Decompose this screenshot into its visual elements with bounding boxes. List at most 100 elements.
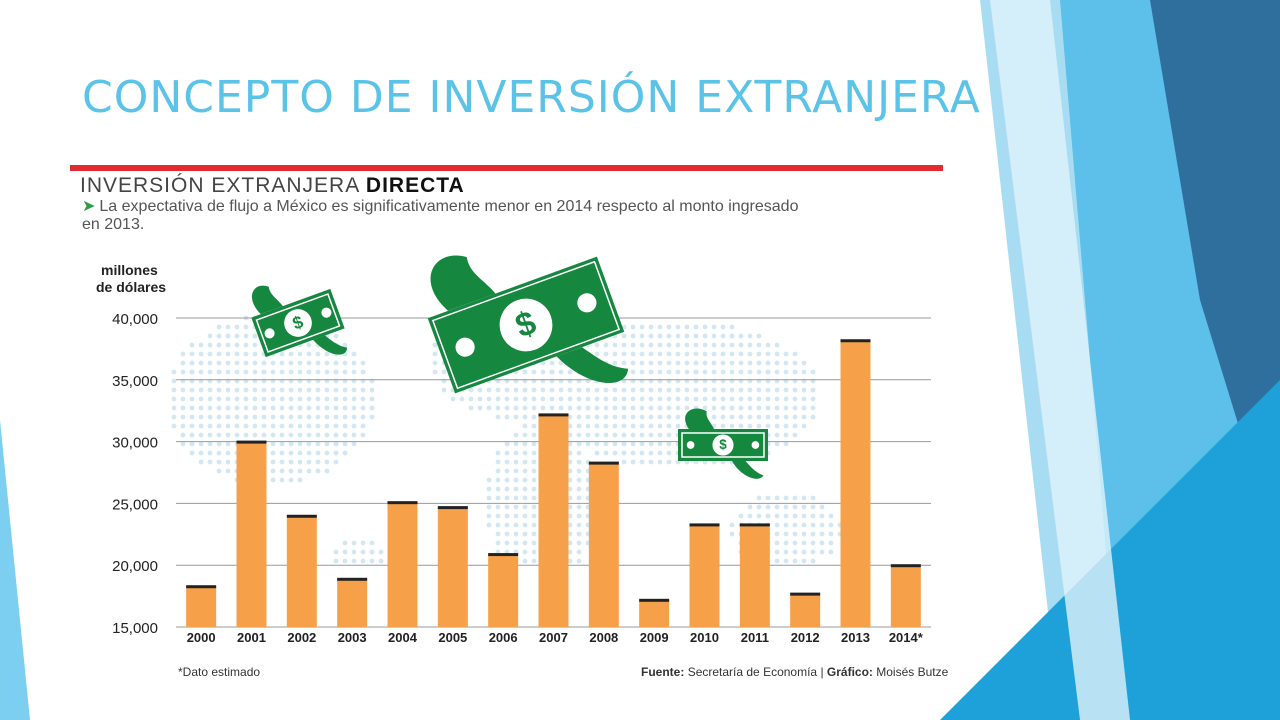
map-dot: [657, 351, 663, 357]
map-dot: [189, 414, 195, 420]
map-dot: [351, 432, 357, 438]
map-dot: [531, 450, 537, 456]
map-dot: [801, 360, 807, 366]
map-dot: [567, 423, 573, 429]
map-dot: [639, 441, 645, 447]
map-dot: [342, 441, 348, 447]
map-dot: [234, 360, 240, 366]
map-dot: [351, 387, 357, 393]
map-dot: [639, 459, 645, 465]
map-dot: [297, 396, 303, 402]
map-dot: [513, 450, 519, 456]
map-dot: [225, 414, 231, 420]
map-dot: [684, 387, 690, 393]
map-dot: [801, 558, 807, 564]
map-dot: [819, 531, 825, 537]
map-dot: [783, 522, 789, 528]
map-dot: [333, 414, 339, 420]
map-dot: [486, 387, 492, 393]
map-dot: [207, 423, 213, 429]
map-dot: [747, 342, 753, 348]
map-dot: [522, 468, 528, 474]
map-dot: [558, 369, 564, 375]
map-dot: [783, 513, 789, 519]
x-tick-label: 2001: [237, 630, 266, 645]
map-dot: [315, 450, 321, 456]
map-dot: [801, 504, 807, 510]
map-dot: [216, 468, 222, 474]
bill-corner-dot: [686, 441, 695, 449]
map-dot: [774, 513, 780, 519]
map-dot: [657, 387, 663, 393]
map-dot: [243, 387, 249, 393]
map-dot: [243, 360, 249, 366]
map-dot: [675, 369, 681, 375]
map-dot: [342, 414, 348, 420]
map-dot: [324, 441, 330, 447]
map-dot: [486, 495, 492, 501]
map-dot: [828, 540, 834, 546]
map-dot: [513, 405, 519, 411]
map-dot: [180, 396, 186, 402]
map-dot: [657, 423, 663, 429]
map-dot: [810, 405, 816, 411]
map-dot: [351, 414, 357, 420]
map-dot: [567, 405, 573, 411]
map-dot: [531, 540, 537, 546]
map-dot: [639, 414, 645, 420]
map-dot: [648, 396, 654, 402]
x-tick-label: 2012: [791, 630, 820, 645]
map-dot: [810, 531, 816, 537]
bar: [639, 599, 670, 627]
map-dot: [702, 405, 708, 411]
map-dot: [252, 423, 258, 429]
map-dot: [711, 396, 717, 402]
map-dot: [792, 513, 798, 519]
map-dot: [180, 414, 186, 420]
bar: [186, 586, 217, 627]
bill-corner-dot: [577, 293, 597, 313]
map-dot: [774, 558, 780, 564]
map-dot: [513, 513, 519, 519]
map-dot: [315, 414, 321, 420]
map-dot: [702, 387, 708, 393]
map-dot: [801, 531, 807, 537]
map-dot: [513, 486, 519, 492]
map-dot: [621, 360, 627, 366]
map-dot: [324, 459, 330, 465]
map-dot: [351, 405, 357, 411]
map-dot: [531, 414, 537, 420]
map-dot: [252, 396, 258, 402]
map-dot: [711, 405, 717, 411]
wing: [251, 285, 283, 315]
map-dot: [594, 423, 600, 429]
map-dot: [270, 450, 276, 456]
map-dot: [702, 369, 708, 375]
map-dot: [225, 405, 231, 411]
map-dot: [306, 414, 312, 420]
map-dot: [243, 333, 249, 339]
map-dot: [216, 387, 222, 393]
map-dot: [576, 396, 582, 402]
map-dot: [738, 405, 744, 411]
map-dot: [270, 414, 276, 420]
map-dot: [504, 414, 510, 420]
map-dot: [306, 387, 312, 393]
map-dot: [531, 513, 537, 519]
map-dot: [711, 414, 717, 420]
map-dot: [504, 486, 510, 492]
map-dot: [666, 360, 672, 366]
bar-cap: [437, 506, 468, 510]
map-dot: [252, 432, 258, 438]
map-dot: [702, 333, 708, 339]
map-dot: [513, 396, 519, 402]
map-dot: [576, 531, 582, 537]
infographic-subtitle: ➤ La expectativa de flujo a México es sig…: [82, 198, 802, 234]
map-dot: [666, 414, 672, 420]
map-dot: [702, 396, 708, 402]
map-dot: [432, 369, 438, 375]
map-dot: [351, 396, 357, 402]
map-dot: [360, 423, 366, 429]
map-dot: [297, 468, 303, 474]
map-dot: [729, 342, 735, 348]
